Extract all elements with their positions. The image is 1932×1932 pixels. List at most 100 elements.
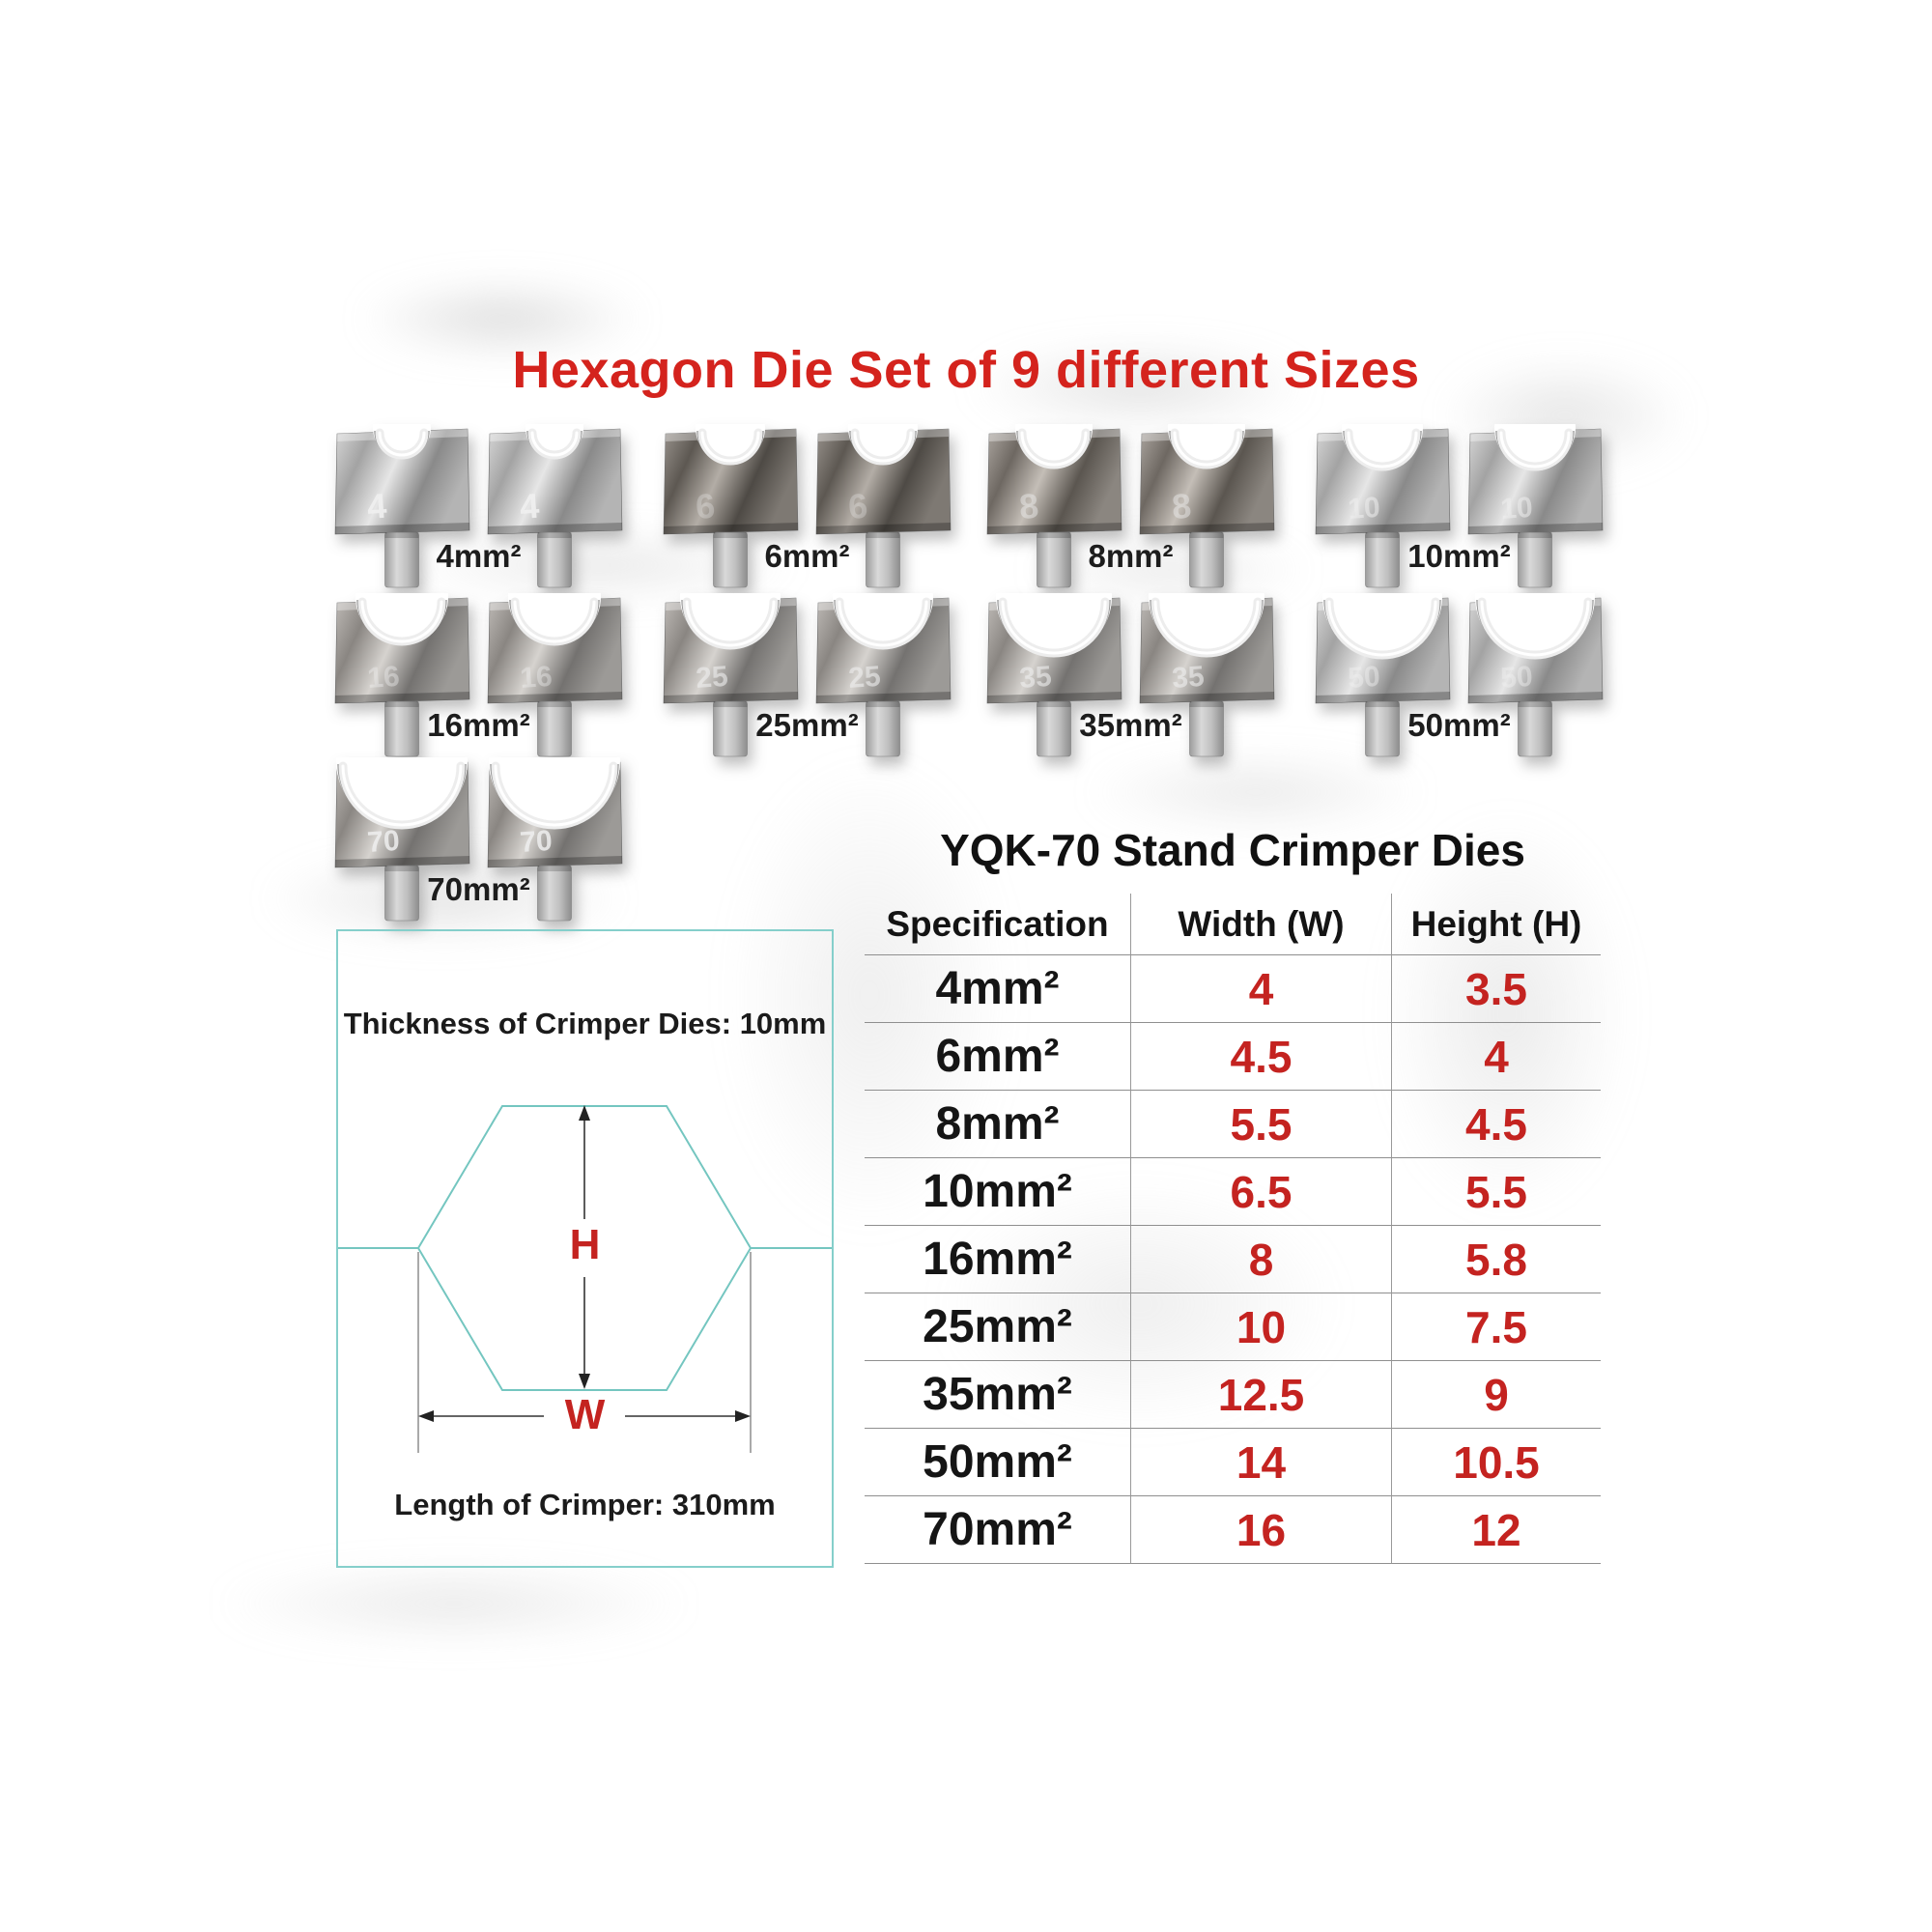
die-image: 10 bbox=[1467, 424, 1604, 588]
die-image: 16 bbox=[334, 593, 470, 757]
die-image: 35 bbox=[986, 593, 1122, 757]
die-images: 8 8 bbox=[985, 424, 1276, 590]
die-pair-25mm: 25 25 25mm² bbox=[662, 593, 952, 786]
die-stamp: 10 bbox=[1499, 492, 1534, 526]
die-image: 50 bbox=[1467, 593, 1604, 757]
die-image: 6 bbox=[815, 424, 952, 588]
spec-cell: 16mm² bbox=[865, 1226, 1130, 1293]
spec-cell: 8mm² bbox=[865, 1091, 1130, 1158]
height-cell: 10.5 bbox=[1391, 1429, 1601, 1496]
die-images: 70 70 bbox=[333, 757, 624, 923]
die-pair-4mm: 4 4 4mm² bbox=[333, 424, 624, 617]
height-cell: 4 bbox=[1391, 1023, 1601, 1091]
diagram-box: Thickness of Crimper Dies: 10mm Length o… bbox=[336, 929, 834, 1568]
die-image: 70 bbox=[487, 757, 623, 922]
main-title: Hexagon Die Set of 9 different Sizes bbox=[512, 341, 1420, 399]
die-stamp: 10 bbox=[1347, 492, 1381, 526]
die-stamp: 50 bbox=[1347, 661, 1381, 695]
height-cell: 7.5 bbox=[1391, 1293, 1601, 1361]
die-stamp: 8 bbox=[1018, 486, 1040, 526]
die-pair-50mm: 50 50 50mm² bbox=[1314, 593, 1605, 786]
die-image: 10 bbox=[1315, 424, 1451, 588]
h-dimension-label: H bbox=[569, 1221, 601, 1268]
die-stamp: 50 bbox=[1499, 661, 1534, 695]
die-image: 70 bbox=[334, 757, 470, 922]
die-stamp: 25 bbox=[847, 661, 882, 695]
die-images: 10 10 bbox=[1314, 424, 1605, 590]
die-pair-16mm: 16 16 16mm² bbox=[333, 593, 624, 786]
die-image: 4 bbox=[334, 424, 470, 588]
die-stamp: 25 bbox=[695, 661, 729, 695]
die-size-label: 16mm² bbox=[427, 707, 530, 743]
w-dimension-label: W bbox=[564, 1391, 606, 1438]
hexagon-diagram bbox=[338, 1105, 832, 1453]
die-size-label: 70mm² bbox=[427, 871, 530, 907]
die-stamp: 70 bbox=[366, 825, 401, 859]
column-header: Height (H) bbox=[1391, 894, 1601, 955]
die-size-label: 35mm² bbox=[1079, 707, 1182, 743]
height-cell: 9 bbox=[1391, 1361, 1601, 1429]
width-cell: 16 bbox=[1130, 1496, 1391, 1564]
die-images: 16 16 bbox=[333, 593, 624, 759]
die-image: 4 bbox=[487, 424, 623, 588]
spec-table: YQK-70 Stand Crimper Dies Specification W… bbox=[865, 821, 1601, 1564]
die-images: 4 4 bbox=[333, 424, 624, 590]
height-cell: 5.8 bbox=[1391, 1226, 1601, 1293]
die-stamp: 4 bbox=[519, 486, 541, 526]
die-size-label: 8mm² bbox=[1088, 538, 1174, 574]
die-images: 6 6 bbox=[662, 424, 952, 590]
die-pair-70mm: 70 70 70mm² bbox=[333, 757, 624, 951]
die-image: 8 bbox=[1139, 424, 1275, 588]
die-stamp: 70 bbox=[519, 825, 554, 859]
die-image: 25 bbox=[663, 593, 799, 757]
height-cell: 5.5 bbox=[1391, 1158, 1601, 1226]
length-note: Length of Crimper: 310mm bbox=[394, 1488, 776, 1521]
die-stamp: 8 bbox=[1171, 486, 1193, 526]
width-cell: 4 bbox=[1130, 955, 1391, 1023]
thickness-note: Thickness of Crimper Dies: 10mm bbox=[343, 1007, 827, 1040]
die-stamp: 16 bbox=[519, 661, 554, 695]
height-cell: 12 bbox=[1391, 1496, 1601, 1564]
spec-grid: Specification Width (W) Height (H) 4mm² 4 3.5… bbox=[865, 894, 1601, 1564]
width-cell: 4.5 bbox=[1130, 1023, 1391, 1091]
table-title: YQK-70 Stand Crimper Dies bbox=[940, 825, 1525, 875]
die-stamp: 4 bbox=[366, 486, 388, 526]
width-cell: 12.5 bbox=[1130, 1361, 1391, 1429]
die-stamp: 6 bbox=[695, 486, 717, 526]
die-images: 50 50 bbox=[1314, 593, 1605, 759]
height-cell: 4.5 bbox=[1391, 1091, 1601, 1158]
spec-cell: 50mm² bbox=[865, 1429, 1130, 1496]
die-stamp: 16 bbox=[366, 661, 401, 695]
die-size-label: 25mm² bbox=[755, 707, 859, 743]
width-cell: 5.5 bbox=[1130, 1091, 1391, 1158]
column-header: Width (W) bbox=[1130, 894, 1391, 955]
die-stamp: 35 bbox=[1171, 661, 1206, 695]
die-size-label: 4mm² bbox=[436, 538, 522, 574]
die-size-label: 50mm² bbox=[1407, 707, 1511, 743]
spec-cell: 10mm² bbox=[865, 1158, 1130, 1226]
die-pair-8mm: 8 8 8mm² bbox=[985, 424, 1276, 617]
die-image: 8 bbox=[986, 424, 1122, 588]
spec-cell: 35mm² bbox=[865, 1361, 1130, 1429]
column-header: Specification bbox=[865, 894, 1130, 955]
spec-cell: 6mm² bbox=[865, 1023, 1130, 1091]
die-images: 25 25 bbox=[662, 593, 952, 759]
background-smudge bbox=[213, 1565, 696, 1642]
die-image: 25 bbox=[815, 593, 952, 757]
spec-cell: 4mm² bbox=[865, 955, 1130, 1023]
width-cell: 8 bbox=[1130, 1226, 1391, 1293]
die-stamp: 6 bbox=[847, 486, 869, 526]
spec-cell: 25mm² bbox=[865, 1293, 1130, 1361]
die-pair-35mm: 35 35 35mm² bbox=[985, 593, 1276, 786]
die-images: 35 35 bbox=[985, 593, 1276, 759]
die-pair-6mm: 6 6 6mm² bbox=[662, 424, 952, 617]
die-size-label: 6mm² bbox=[764, 538, 850, 574]
spec-cell: 70mm² bbox=[865, 1496, 1130, 1564]
width-cell: 10 bbox=[1130, 1293, 1391, 1361]
die-image: 16 bbox=[487, 593, 623, 757]
die-pair-10mm: 10 10 10mm² bbox=[1314, 424, 1605, 617]
die-image: 6 bbox=[663, 424, 799, 588]
height-cell: 3.5 bbox=[1391, 955, 1601, 1023]
die-image: 35 bbox=[1139, 593, 1275, 757]
